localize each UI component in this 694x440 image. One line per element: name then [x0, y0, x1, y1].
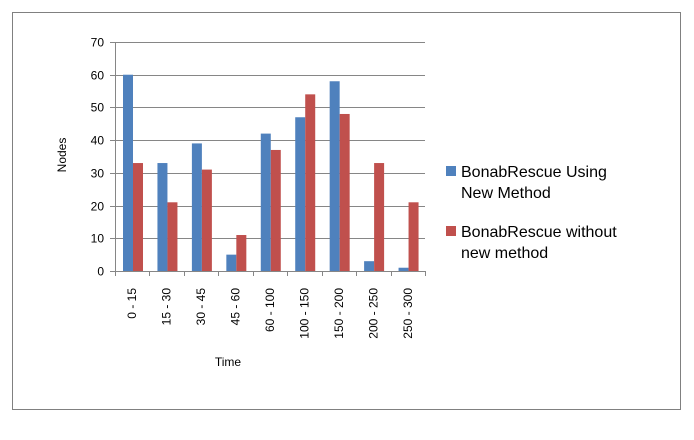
y-tick-label: 60: [91, 69, 105, 83]
y-tick-label: 20: [91, 200, 105, 214]
legend-label: BonabRescue Using New Method: [461, 164, 607, 202]
legend-label: BonabRescue without new method: [461, 224, 617, 262]
legend-swatch: [446, 226, 456, 236]
x-tick-label: 45 - 60: [229, 288, 243, 326]
y-tick-label: 10: [91, 232, 105, 246]
bar: [123, 74, 133, 271]
bar: [167, 202, 178, 271]
x-tick-label: 0 - 15: [125, 288, 139, 319]
bar: [191, 143, 202, 271]
bar: [364, 261, 375, 271]
bar: [270, 149, 281, 271]
labels-layer: 0 10 20 30 40 50 60 70 0 - 15 15 - 30 30 - 45 45 - …: [91, 36, 415, 339]
bar: [398, 267, 409, 271]
bar: [374, 163, 385, 271]
bar: [236, 235, 247, 271]
y-tick-label: 40: [91, 134, 105, 148]
legend: BonabRescue Using New Method BonabRescue w…: [446, 164, 617, 262]
legend-swatch: [446, 166, 456, 176]
bar: [408, 202, 419, 271]
bar: [339, 113, 350, 271]
bar: [305, 94, 316, 271]
x-tick-label: 15 - 30: [160, 288, 174, 326]
bar: [133, 163, 143, 271]
x-axis-title: Time: [215, 355, 242, 369]
x-tick-label: 150 - 200: [332, 288, 346, 339]
x-tick-label: 100 - 150: [297, 288, 311, 339]
y-tick-label: 30: [91, 167, 105, 181]
bar: [295, 117, 306, 271]
x-tick-label: 60 - 100: [263, 288, 277, 332]
bar: [260, 133, 271, 271]
bar: [226, 254, 237, 271]
y-tick-label: 0: [97, 265, 104, 279]
bar: [157, 163, 168, 271]
y-tick-label: 50: [91, 101, 105, 115]
x-tick-label: 30 - 45: [194, 288, 208, 326]
bar: [329, 81, 340, 271]
axis-layer: [110, 42, 426, 276]
bar: [201, 169, 212, 271]
y-axis-title: Nodes: [55, 138, 69, 173]
y-tick-label: 70: [91, 36, 105, 50]
x-tick-label: 250 - 300: [401, 288, 415, 339]
bars-layer: [123, 74, 419, 271]
x-tick-label: 200 - 250: [366, 288, 380, 339]
